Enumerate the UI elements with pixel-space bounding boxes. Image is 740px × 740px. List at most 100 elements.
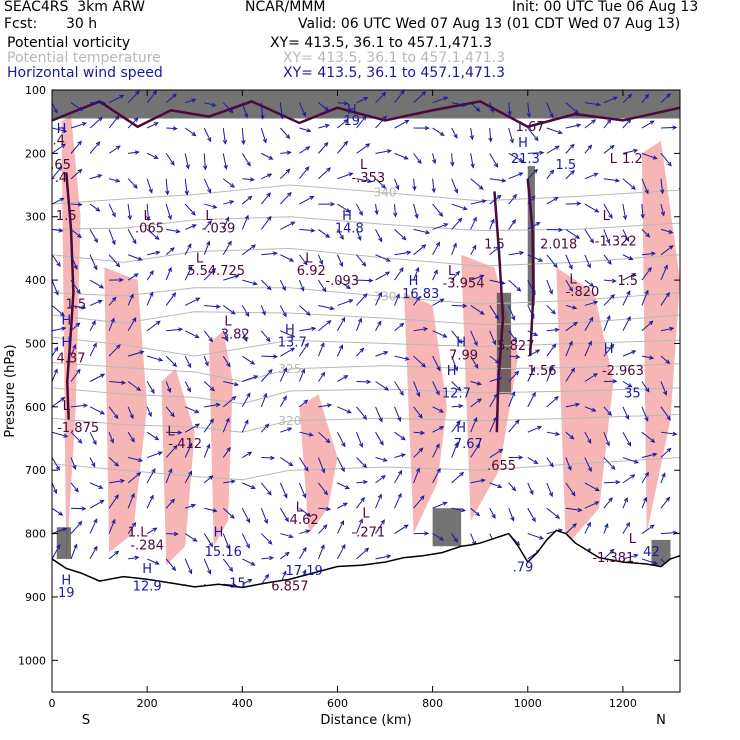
wind-vector-head xyxy=(188,265,193,271)
wind-vector xyxy=(184,297,200,306)
wind-vector xyxy=(679,278,680,281)
wind-vector xyxy=(89,203,100,212)
wind-vector xyxy=(584,229,594,243)
wind-vector xyxy=(299,530,310,535)
extremum-label: L xyxy=(296,500,304,515)
wind-vector-head xyxy=(72,464,77,471)
wind-vector xyxy=(280,347,295,357)
wind-vector-head xyxy=(187,363,192,369)
wind-vector-head xyxy=(435,390,440,396)
wind-vector xyxy=(127,203,131,220)
wind-vector-head xyxy=(222,139,228,145)
wind-vector-head xyxy=(194,423,200,428)
wind-vector xyxy=(546,197,558,205)
wind-vector xyxy=(241,102,248,118)
theta-isoline xyxy=(52,387,680,405)
wind-vector-head xyxy=(321,468,326,474)
wind-vector-head xyxy=(284,517,289,523)
wind-vector-head xyxy=(572,523,577,528)
wind-vector xyxy=(146,381,155,394)
wind-vector xyxy=(508,508,515,521)
wind-vector-head xyxy=(689,97,693,100)
wind-vector xyxy=(184,533,197,542)
wind-vector-head xyxy=(650,438,656,443)
wind-vector-head xyxy=(567,465,572,471)
wind-vector xyxy=(679,153,680,156)
wind-vector-head xyxy=(470,163,475,169)
y-tick-label: 500 xyxy=(25,337,46,350)
wind-vector xyxy=(128,457,143,462)
wind-vector-head xyxy=(386,554,392,559)
wind-vector-head xyxy=(399,390,404,396)
wind-vector xyxy=(298,457,309,472)
wind-vector-head xyxy=(507,111,512,117)
wind-vector xyxy=(184,471,192,484)
wind-vector xyxy=(166,431,182,434)
plot-frame xyxy=(51,89,681,693)
wind-vector xyxy=(318,482,328,495)
wind-vector-head xyxy=(62,527,68,532)
theta-isoline xyxy=(52,287,680,305)
wind-vector xyxy=(127,178,138,189)
extremum-label: -1.381 xyxy=(592,551,634,566)
wind-vector xyxy=(203,178,211,193)
wind-vector xyxy=(241,533,250,548)
wind-vector xyxy=(432,298,444,306)
wind-vector-head xyxy=(594,208,600,213)
wind-vector xyxy=(470,245,477,256)
wind-vector-head xyxy=(690,538,694,541)
wind-vector-head xyxy=(450,161,455,167)
wind-vector-head xyxy=(56,261,61,267)
wind-vector xyxy=(451,420,461,433)
extremum-label: -.412 xyxy=(168,437,202,452)
wind-vector xyxy=(508,194,517,205)
wind-vector xyxy=(546,145,560,154)
wind-vector xyxy=(146,270,154,281)
extremum-label: -.039 xyxy=(202,222,236,237)
wind-vector-head xyxy=(665,496,671,502)
wind-vector-head xyxy=(54,290,59,296)
wind-vector xyxy=(356,497,365,509)
wind-vector xyxy=(603,178,620,182)
wind-vector xyxy=(660,327,674,332)
wind-vector-head xyxy=(155,320,161,326)
wind-vector-head xyxy=(55,465,60,471)
wind-vector-head xyxy=(633,148,639,154)
wind-vector-head xyxy=(60,396,66,402)
wind-vector-head xyxy=(439,408,445,413)
wind-vector-head xyxy=(268,555,275,561)
wind-vector xyxy=(432,501,447,509)
wind-vector-head xyxy=(325,233,331,238)
wind-vector-head xyxy=(498,448,504,454)
wind-vector xyxy=(318,431,330,443)
wind-vector xyxy=(52,102,58,114)
wind-vector xyxy=(394,178,399,190)
wind-vector-head xyxy=(400,453,406,458)
extremum-label: L xyxy=(167,424,175,439)
wind-vector-head xyxy=(568,287,573,293)
wind-vector xyxy=(242,579,252,585)
wind-vector xyxy=(679,558,680,561)
wind-vector-head xyxy=(490,218,495,224)
wind-vector-head xyxy=(110,317,115,323)
wind-vector xyxy=(470,479,485,484)
wind-vector xyxy=(489,153,498,168)
wind-vector xyxy=(89,300,102,306)
wind-vector-head xyxy=(250,561,256,566)
wind-vector xyxy=(470,200,486,205)
extremum-label: -.284 xyxy=(130,538,164,553)
wind-vector xyxy=(70,369,81,382)
extremum-label: -.271 xyxy=(352,526,386,541)
wind-vector-head xyxy=(101,100,107,106)
wind-vector-head xyxy=(395,293,400,299)
wind-vector xyxy=(242,375,258,382)
extremum-label: H xyxy=(456,336,466,351)
wind-vector xyxy=(489,417,497,433)
wind-vector xyxy=(375,321,382,332)
wind-vector-head xyxy=(207,137,212,143)
wind-vector xyxy=(223,275,239,281)
pv-fill-region xyxy=(299,394,338,534)
theta-isoline-label: 320 xyxy=(278,414,301,428)
wind-vector xyxy=(451,533,458,543)
wind-vector xyxy=(109,480,125,484)
